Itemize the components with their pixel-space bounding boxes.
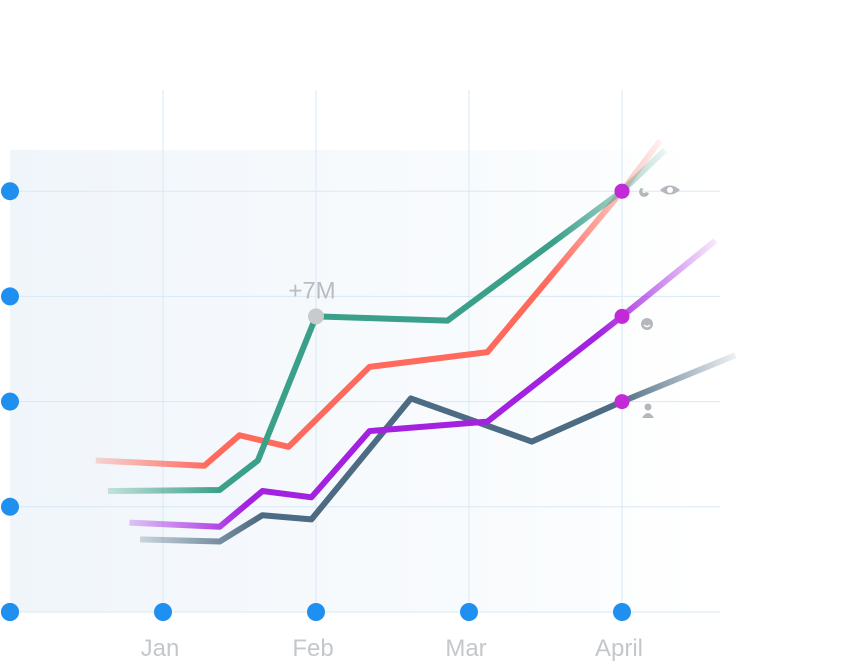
grid: Jan Feb Mar April <box>1 90 852 662</box>
series-line <box>139 352 737 545</box>
user-head <box>644 403 652 411</box>
x-tick-dot <box>613 603 631 621</box>
series-line <box>95 138 663 469</box>
series-line <box>129 238 718 530</box>
smile-icon <box>641 318 653 330</box>
annotation-dot <box>308 308 324 325</box>
x-tick-label: Feb <box>292 635 333 662</box>
cursor-dot <box>614 308 630 324</box>
x-tick-label: Mar <box>445 635 486 662</box>
eye-pupil <box>667 187 673 193</box>
icons <box>639 185 680 418</box>
cursor-dot <box>614 394 630 410</box>
annotation: +7M <box>288 277 335 304</box>
x-tick-dot <box>307 603 325 621</box>
plot-background <box>10 150 730 612</box>
user-body <box>642 413 654 418</box>
cursor-dot <box>614 183 630 199</box>
x-tick-dot <box>460 603 478 621</box>
x-tick-label: April <box>595 635 643 662</box>
magnet-icon <box>639 188 649 197</box>
x-tick-label: Jan <box>141 635 180 662</box>
dots: +7M <box>288 183 630 410</box>
smile-mouth <box>643 324 651 328</box>
x-tick-dot <box>154 603 172 621</box>
origin-dot <box>1 603 19 621</box>
